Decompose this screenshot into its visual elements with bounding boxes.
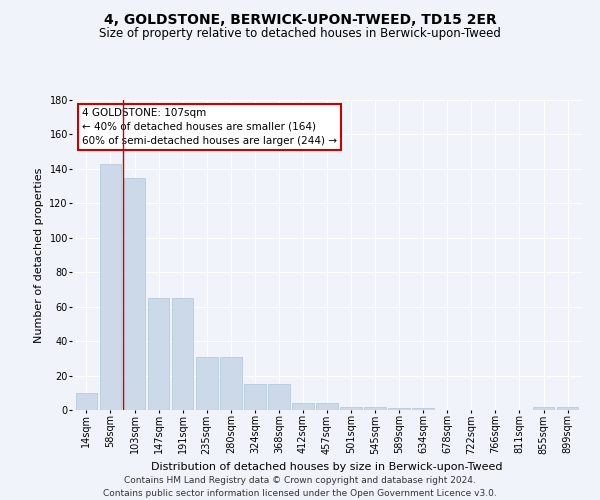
Bar: [244, 384, 266, 410]
Bar: [220, 356, 242, 410]
Bar: [172, 298, 193, 410]
Bar: [316, 403, 338, 410]
Bar: [292, 403, 314, 410]
Text: Size of property relative to detached houses in Berwick-upon-Tweed: Size of property relative to detached ho…: [99, 28, 501, 40]
Bar: [557, 406, 578, 410]
Bar: [388, 408, 410, 410]
Bar: [412, 408, 434, 410]
Bar: [364, 406, 386, 410]
Bar: [124, 178, 145, 410]
Bar: [533, 406, 554, 410]
X-axis label: Distribution of detached houses by size in Berwick-upon-Tweed: Distribution of detached houses by size …: [151, 462, 503, 472]
Bar: [196, 356, 218, 410]
Bar: [268, 384, 290, 410]
Bar: [100, 164, 121, 410]
Bar: [76, 393, 97, 410]
Bar: [340, 406, 362, 410]
Bar: [148, 298, 169, 410]
Y-axis label: Number of detached properties: Number of detached properties: [34, 168, 44, 342]
Text: 4, GOLDSTONE, BERWICK-UPON-TWEED, TD15 2ER: 4, GOLDSTONE, BERWICK-UPON-TWEED, TD15 2…: [104, 12, 496, 26]
Text: 4 GOLDSTONE: 107sqm
← 40% of detached houses are smaller (164)
60% of semi-detac: 4 GOLDSTONE: 107sqm ← 40% of detached ho…: [82, 108, 337, 146]
Text: Contains HM Land Registry data © Crown copyright and database right 2024.
Contai: Contains HM Land Registry data © Crown c…: [103, 476, 497, 498]
